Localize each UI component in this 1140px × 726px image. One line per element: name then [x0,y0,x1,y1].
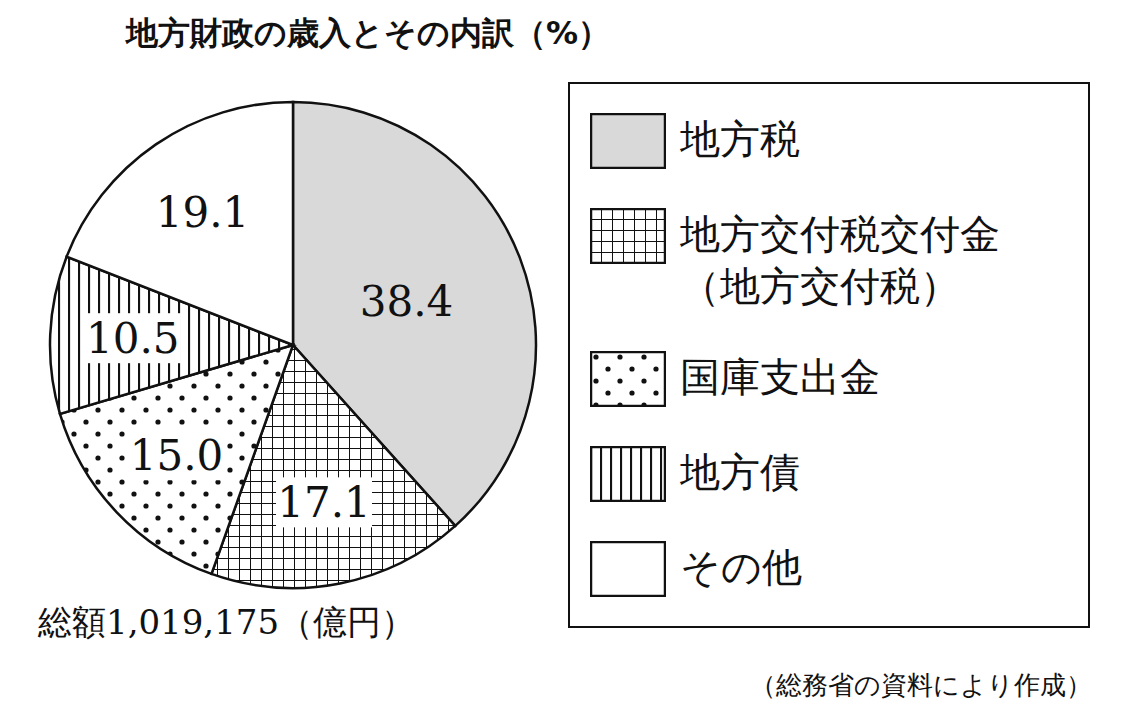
html-text:（総務省の資料により作成）: （総務省の資料により作成） [750,670,1092,700]
svg-text:10.5: 10.5 [86,314,180,363]
svg-text:19.1: 19.1 [156,188,250,237]
html-text:総額1,019,175（億円）: 総額1,019,175（億円） [38,602,415,642]
html-text:その他: その他 [680,543,802,590]
svg-text:15.0: 15.0 [130,431,224,480]
html-text:地方財政の歳入とその内訳（%）: 地方財政の歳入とその内訳（%） [126,14,611,52]
svg-text:17.1: 17.1 [277,478,371,527]
svg-text:38.4: 38.4 [360,277,454,326]
html-text:地方税: 地方税 [680,116,800,163]
html-text:地方交付税交付金（地方交付税）: 地方交付税交付金（地方交付税） [680,211,1000,310]
html-text:国庫支出金: 国庫支出金 [680,354,880,400]
html-text:地方債: 地方債 [680,448,800,495]
